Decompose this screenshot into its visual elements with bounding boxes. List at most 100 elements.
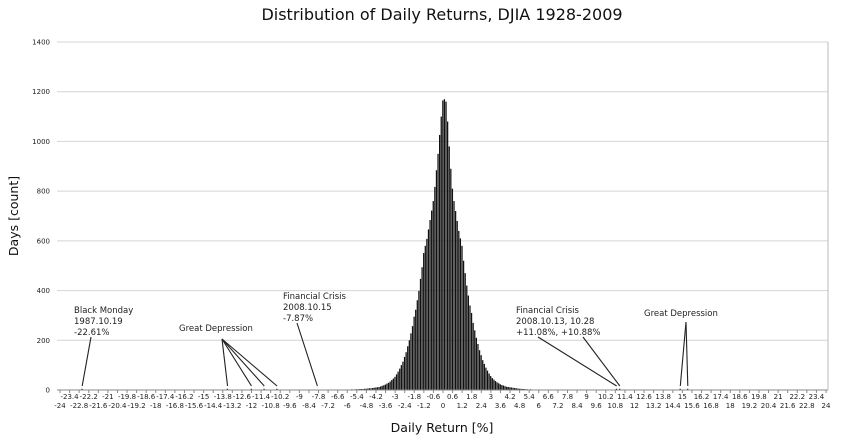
histogram-bar [467,295,470,390]
x-tick-label: -13.8 [214,393,232,401]
histogram-bar [364,388,366,390]
histogram-bar [451,188,454,390]
histogram-bar [464,273,466,390]
x-tick-label: 3.6 [495,402,507,410]
x-tick-label: 18.6 [732,393,748,401]
annotation-leader-line [221,338,252,387]
histogram-bar [434,186,436,390]
x-tick-label: 18 [726,402,735,410]
histogram-bar [410,333,412,390]
histogram-bar [461,245,463,390]
histogram-bar [381,385,383,390]
x-tick-label: -23.4 [61,393,80,401]
x-tick-label: 19.2 [742,402,758,410]
chart-title: Distribution of Daily Returns, DJIA 1928… [261,5,622,24]
y-axis-label: Days [count] [6,176,21,256]
y-tick-label: 600 [37,237,50,245]
x-axis-label: Daily Return [%] [391,420,494,435]
histogram-bar [488,373,490,390]
x-tick-label: 8.4 [571,402,583,410]
annotation-text: 1987.10.19 [74,317,123,327]
histogram-bar [429,219,431,390]
histogram-bar [437,153,439,390]
histogram-bar [490,376,492,390]
x-tick-label: -19.8 [118,393,136,401]
x-tick-label: -18 [150,402,161,410]
x-tick-label: -0.6 [427,393,441,401]
x-tick-label: -5.4 [350,393,364,401]
x-tick-label: 19.8 [751,393,767,401]
histogram-bar [485,367,487,390]
x-tick-label: 11.4 [617,393,633,401]
x-tick-label: 15 [678,393,687,401]
histogram-bar [376,387,379,390]
axes [57,42,829,393]
histogram-bar [399,368,401,390]
annotation-leader-line [81,336,92,387]
histogram-bar [498,383,500,390]
histogram-bar [494,381,497,390]
x-tick-label: 10.8 [608,402,624,410]
x-tick-label: -2.4 [398,402,412,410]
x-tick-label: -21 [102,393,113,401]
x-tick-label: -12 [246,402,257,410]
x-tick-label: 6 [537,402,542,410]
histogram-bar [454,211,457,390]
histogram-bar [472,322,474,390]
histogram-bar [501,385,503,390]
histogram-bar [514,388,516,390]
annotation-text: 2008.10.13, 10.28 [516,317,594,327]
annotation: Great Depression [179,324,278,387]
annotation-text: Financial Crisis [516,306,580,316]
x-tick-label: 21 [774,393,783,401]
y-tick-label: 400 [37,287,50,295]
x-tick-label: -1.8 [407,393,421,401]
histogram-bar [419,278,422,390]
x-tick-label: -10.2 [271,393,289,401]
histogram-bar [405,352,407,390]
annotation: Great Depression [644,309,718,387]
histogram-bar [477,344,479,390]
x-tick-label: 9 [584,393,588,401]
x-tick-label: -7.8 [312,393,326,401]
histogram-bar [392,378,395,390]
outlier-bar [263,388,265,390]
histogram-bar [478,350,481,390]
x-tick-label: 6.6 [543,393,555,401]
x-tick-label: -9.6 [283,402,297,410]
x-tick-label: 21.6 [780,402,796,410]
x-tick-label: -9 [296,393,303,401]
histogram-bar [459,238,462,390]
x-tick-label: 13.2 [646,402,662,410]
x-tick-label: 13.8 [655,393,671,401]
outlier-bar [615,388,618,390]
histogram-bar [469,305,471,390]
x-tick-label: 24 [822,402,831,410]
histogram-bar [386,383,388,390]
x-tick-label: -13.2 [223,402,241,410]
x-tick-label: -16.8 [166,402,184,410]
x-tick-label: -22.8 [70,402,88,410]
histogram-bar [518,388,521,390]
histogram-bar [496,382,498,390]
annotation-text: 2008.10.15 [283,303,332,313]
annotation-leader-line [582,336,621,387]
histogram-bar [431,210,433,390]
annotation-text: Financial Crisis [283,292,347,302]
x-tick-label: -21.6 [89,402,108,410]
histogram-bar [373,387,375,390]
histogram-bar [395,374,398,390]
histogram-bar [456,220,458,390]
annotation-text: +11.08%, +10.88% [516,328,600,338]
annotation-leader-line [221,338,265,387]
x-tick-label: 22.8 [799,402,815,410]
x-tick-label: 20.4 [761,402,777,410]
histogram-bar [486,370,489,390]
x-tick-label: -19.2 [128,402,146,410]
histogram-bar [403,356,406,390]
histogram-bar [483,363,485,390]
histogram-bar [435,170,438,390]
